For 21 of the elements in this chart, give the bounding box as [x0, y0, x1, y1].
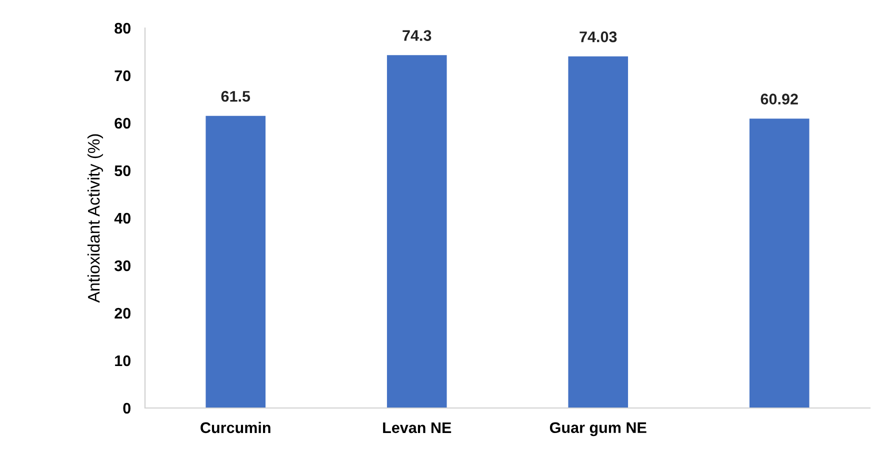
y-tick-label: 30 — [114, 260, 130, 272]
x-tick-label: Levan NE — [383, 422, 452, 434]
x-tick-label: Guar gum NE — [550, 422, 646, 436]
y-tick-label: 70 — [114, 70, 130, 82]
data-label: 60.92 — [760, 94, 798, 104]
y-tick-label: 20 — [114, 308, 130, 319]
data-label: 74.3 — [402, 30, 432, 41]
y-tick-label: 10 — [115, 355, 130, 366]
data-label: 61.5 — [221, 90, 250, 102]
data-label: 74.03 — [580, 31, 617, 42]
x-tick-label: Curcumin — [200, 422, 270, 434]
y-axis-title: Antioxidant Activity (%) — [87, 134, 104, 303]
y-tick-label: 40 — [114, 212, 130, 224]
y-tick-label: 50 — [114, 165, 130, 176]
bar — [568, 56, 628, 408]
bar — [206, 116, 266, 408]
bar — [386, 55, 447, 408]
y-tick-label: 60 — [114, 118, 130, 129]
bar — [749, 118, 810, 408]
y-tick-label: 0 — [123, 402, 130, 414]
y-tick-label: 80 — [114, 22, 130, 34]
